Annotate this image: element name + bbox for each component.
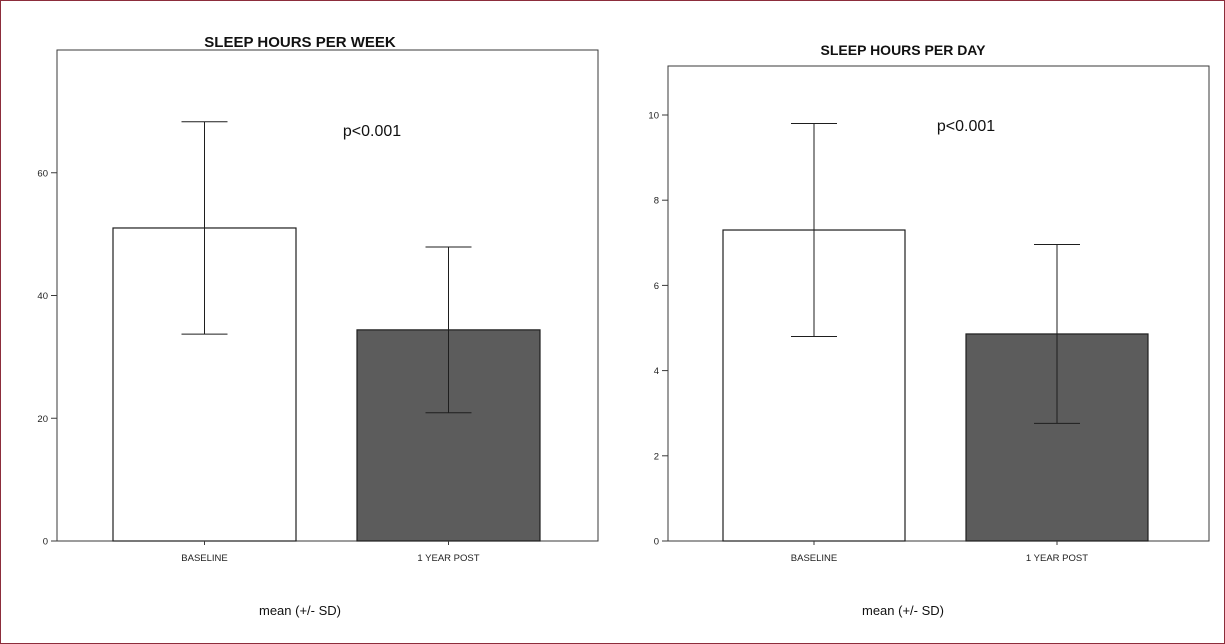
error-bar-baseline [791,123,837,338]
p-value-annotation: p<0.001 [937,118,995,135]
y-tick-label-4: 4 [654,366,659,377]
x-axis: BASELINE 1 YEAR POST [791,541,1088,564]
error-bars [791,123,1080,424]
y-axis: 0 20 40 60 [37,168,57,548]
chart-title: SLEEP HOURS PER DAY [821,42,987,58]
error-bar-baseline [181,121,228,335]
y-tick-label-6: 6 [654,281,659,292]
p-value-annotation: p<0.001 [343,123,401,140]
y-tick-label-0: 0 [43,537,48,548]
y-tick-label-2: 2 [654,451,659,462]
error-bar-1-year-post [425,246,472,414]
y-tick-label-20: 20 [37,414,48,425]
error-bar-1-year-post [1034,243,1080,424]
sleep-hours-per-day-chart: SLEEP HOURS PER DAY 0 2 4 6 8 10 BASELINE 1 YE… [648,42,1210,618]
x-axis: BASELINE 1 YEAR POST [181,541,480,564]
error-bars [181,121,472,414]
y-tick-label-10: 10 [648,110,659,121]
x-axis-label: mean (+/- SD) [862,603,944,618]
y-tick-label-60: 60 [37,168,48,179]
y-axis: 0 2 4 6 8 10 [648,110,668,548]
x-tick-label-baseline: BASELINE [181,553,227,564]
y-tick-label-40: 40 [37,291,48,302]
x-tick-label-1-year-post: 1 YEAR POST [1026,553,1088,564]
chart-title: SLEEP HOURS PER WEEK [204,34,396,51]
x-tick-label-1-year-post: 1 YEAR POST [417,553,479,564]
x-axis-label: mean (+/- SD) [259,603,341,618]
y-tick-label-8: 8 [654,196,659,207]
y-tick-label-0: 0 [654,537,659,548]
x-tick-label-baseline: BASELINE [791,553,837,564]
sleep-hours-per-week-chart: SLEEP HOURS PER WEEK 0 20 40 60 BASELINE 1 Y… [37,34,599,618]
